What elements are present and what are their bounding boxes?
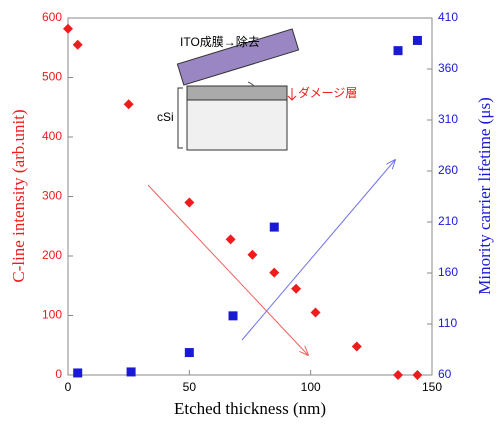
point [72, 39, 83, 50]
y2-tick-label: 110 [438, 316, 457, 330]
point [126, 367, 136, 377]
y-tick-label: 400 [42, 129, 62, 143]
plot-frame [67, 17, 433, 376]
point [225, 234, 236, 245]
point [269, 267, 280, 278]
y-tick-label: 0 [55, 367, 62, 381]
point [184, 348, 194, 358]
point [63, 23, 73, 34]
y-tick-label: 100 [42, 308, 62, 322]
inset-diagram [176, 28, 300, 151]
x-tick-label: 0 [65, 380, 72, 394]
point [310, 307, 321, 318]
x-tick-label: 100 [301, 380, 321, 394]
annotation: cSi [157, 110, 174, 124]
point [412, 35, 422, 45]
y2-tick-label: 310 [438, 112, 458, 126]
point [228, 311, 238, 321]
point [73, 368, 83, 378]
x-tick-label: 150 [422, 380, 442, 394]
y2-axis-label: Minority carrier lifetime (μs) [475, 97, 494, 294]
y-tick-label: 600 [42, 10, 62, 24]
y-tick-label: 200 [42, 248, 62, 262]
point [291, 283, 302, 294]
annotation: ITO成膜→除去 [180, 34, 260, 49]
y-axis-label: C-line intensity (arb.unit) [9, 109, 28, 282]
y2-tick-label: 360 [438, 61, 458, 75]
y-tick-label: 500 [42, 70, 62, 84]
y2-tick-label: 260 [438, 163, 458, 177]
y-tick-label: 300 [42, 189, 62, 203]
annotation: ダメージ層 [298, 85, 357, 100]
y2-tick-label: 210 [438, 214, 458, 228]
point [393, 46, 403, 56]
trend-arrow [241, 160, 395, 341]
point [351, 341, 362, 352]
point [269, 222, 279, 232]
point [412, 370, 423, 380]
x-axis-label: Etched thickness (nm) [174, 399, 326, 418]
point [393, 370, 404, 380]
y2-tick-label: 60 [438, 367, 452, 381]
x-tick-label: 50 [183, 380, 197, 394]
y2-tick-label: 410 [438, 10, 458, 24]
y2-tick-label: 160 [438, 265, 458, 279]
trend-arrow [147, 184, 308, 355]
point [184, 197, 195, 208]
point [247, 249, 258, 260]
point [123, 99, 134, 110]
